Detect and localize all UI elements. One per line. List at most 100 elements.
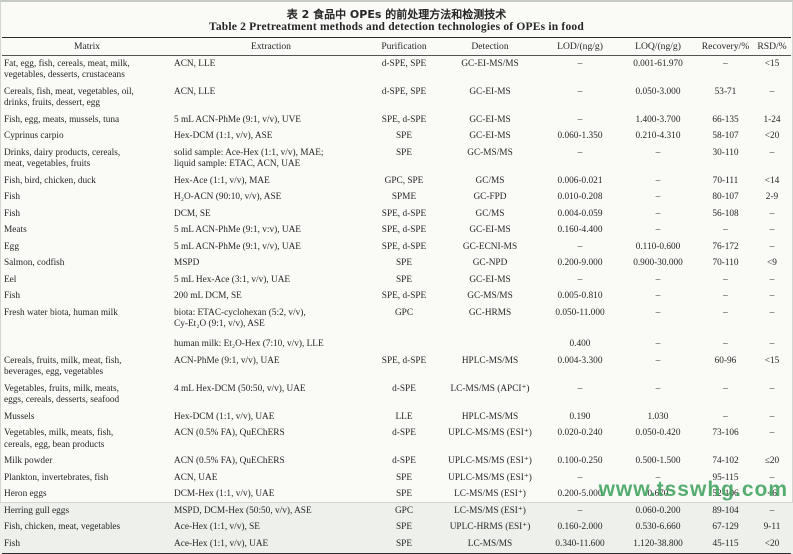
cell-purification: SPE — [395, 274, 413, 285]
cell-extraction: DCM-Hex (1:1, v/v), UAE — [174, 489, 275, 499]
cell-purification: SPE — [395, 147, 413, 158]
cell-purification: SPE — [395, 258, 413, 268]
cell-loq: – — [655, 307, 661, 318]
cell-recovery: – — [723, 339, 728, 349]
cell-purification: GPC — [394, 505, 414, 516]
cell-loq: 0.050-3.000 — [635, 86, 681, 97]
col-header-detection: Detection — [438, 37, 542, 56]
cell-loq: – — [655, 339, 661, 349]
cell-purification: GPC — [394, 307, 414, 318]
cell-extraction: MSPD — [174, 258, 200, 268]
col-header-rsd: RSD/% — [753, 37, 791, 56]
cell-matrix: Mussels — [4, 411, 35, 422]
cell-recovery: 66-135 — [712, 114, 739, 125]
cell-purification: GPC, SPE — [384, 175, 424, 186]
table-row: Mussels Hex-DCM (1:1, v/v), UAE LLE HPLC-MS… — [2, 409, 791, 426]
cell-lod: 0.050-11.000 — [555, 307, 605, 318]
cell-recovery: 95-115 — [712, 472, 739, 483]
cell-matrix: Heron eggs — [4, 489, 47, 499]
cell-extraction: ACN-PhMe (9:1, v/v), UAE — [174, 355, 280, 366]
cell-rsd: – — [769, 411, 775, 422]
cell-recovery: 67-129 — [712, 522, 739, 532]
cell-purification: SPE, d-SPE — [381, 208, 427, 219]
table-row: Fat, egg, fish, cereals, meat, milk, veg… — [2, 56, 791, 85]
table-row: Milk powder ACN (0.5% FA), QuEChERS d-SPE U… — [2, 454, 791, 471]
cell-rsd: – — [769, 86, 775, 97]
cell-detection: GC/MS — [475, 175, 505, 186]
cell-rsd: <9 — [767, 258, 777, 268]
cell-detection: HPLC-MS/MS — [461, 355, 519, 366]
cell-extraction: 4 mL Hex-DCM (50:50, v/v), UAE — [174, 383, 306, 394]
table-row: Cereals, fish, meat, vegetables, oil, dr… — [2, 84, 791, 112]
cell-extraction: Hex-DCM (1:1, v/v), UAE — [174, 411, 275, 422]
cell-purification: SPE — [395, 131, 413, 141]
cell-extraction: ACN, UAE — [174, 472, 218, 483]
cell-lod: – — [577, 147, 583, 158]
col-header-recovery: Recovery/% — [698, 37, 753, 56]
table-row: Fish, egg, meats, mussels, tuna 5 mL ACN-… — [2, 112, 791, 129]
cell-loq: 0.060-0.200 — [635, 505, 681, 516]
cell-loq: 0.050-0.420 — [635, 428, 681, 438]
cell-detection: GC-NPD — [472, 258, 508, 268]
cell-lod: 0.004-3.300 — [557, 355, 603, 366]
cell-extraction: ACN (0.5% FA), QuEChERS — [174, 456, 285, 466]
cell-detection — [438, 333, 542, 353]
cell-extraction: Ace-Hex (1:1, v/v), UAE — [174, 538, 269, 549]
cell-detection: LC-MS/MS (ESI⁺) — [454, 505, 526, 516]
table-row: Eel 5 mL Hex-Ace (3:1, v/v), UAE SPE GC-EI-… — [2, 272, 791, 289]
cell-lod: 0.160-2.000 — [557, 522, 603, 532]
cell-matrix: Cyprinus carpio — [4, 131, 64, 141]
cell-loq: – — [655, 472, 661, 483]
cell-detection: GC-ECNI-MS — [462, 241, 518, 252]
cell-matrix: Fish, chicken, meat, vegetables — [4, 522, 121, 532]
cell-matrix: Meats — [4, 225, 27, 235]
cell-purification: d-SPE, SPE — [381, 58, 427, 69]
table-row: Plankton, invertebrates, fish ACN, UAE SPE… — [2, 470, 791, 487]
cell-rsd: – — [769, 208, 775, 219]
cell-extraction: MSPD, DCM-Hex (50:50, v/v), ASE — [174, 505, 312, 516]
cell-purification: d-SPE, SPE — [381, 86, 427, 97]
cell-rsd: – — [769, 307, 775, 318]
cell-extraction: 5 mL ACN-PhMe (9:1, v/v), UAE — [174, 241, 301, 252]
cell-rsd: ≤20 — [764, 456, 780, 466]
col-header-matrix: Matrix — [2, 37, 172, 56]
cell-detection: UPLC-MS/MS (ESI⁺) — [448, 456, 532, 466]
cell-recovery: – — [723, 411, 728, 422]
table-row: Fish H₂O-ACN (90:10, v/v), ASE SPME GC-FPD 0… — [2, 190, 791, 207]
cell-matrix: Cereals, fruits, milk, meat, fish, bever… — [4, 355, 122, 378]
cell-rsd: – — [769, 291, 775, 301]
cell-recovery: 70-111 — [712, 175, 739, 186]
cell-detection: GC-EI-MS — [469, 274, 511, 285]
cell-loq: – — [655, 192, 661, 202]
cell-detection: GC-EI-MS — [469, 225, 511, 235]
cell-purification: d-SPE — [392, 383, 416, 394]
cell-recovery: 45-115 — [712, 538, 739, 549]
cell-lod: 0.020-0.240 — [557, 428, 603, 438]
cell-matrix: Salmon, codfish — [4, 258, 65, 268]
col-header-loq: LOQ/(ng/g) — [618, 37, 698, 56]
cell-lod: 0.100-0.250 — [557, 456, 603, 466]
cell-matrix: Vegetables, fruits, milk, meats, eggs, c… — [4, 383, 120, 406]
cell-loq: 0.530-6.660 — [635, 522, 681, 532]
table-row: Fish DCM, SE SPE, d-SPE GC/MS 0.004-0.059 – 56… — [2, 206, 791, 223]
cell-recovery: 60-96 — [714, 355, 737, 366]
col-header-extraction: Extraction — [172, 37, 370, 56]
cell-purification: SPME — [391, 192, 417, 202]
cell-rsd: 9-11 — [763, 522, 781, 532]
cell-rsd: <20 — [764, 538, 780, 549]
cell-rsd: – — [769, 147, 775, 158]
cell-lod: – — [577, 241, 583, 252]
cell-extraction: solid sample: Ace-Hex (1:1, v/v), MAE; l… — [174, 147, 324, 170]
cell-rsd: – — [769, 383, 775, 394]
cell-lod: 0.060-1.350 — [557, 131, 603, 141]
cell-recovery: 74-102 — [712, 456, 739, 466]
cell-detection: UPLC-MS/MS (ESI⁺) — [448, 428, 532, 438]
cell-extraction: ACN (0.5% FA), QuEChERS — [174, 428, 285, 438]
cell-detection: LC-MS/MS (APCI⁺) — [450, 383, 530, 394]
table-row: Drinks, dairy products, cereals, meat, v… — [2, 145, 791, 173]
table-row: Egg 5 mL ACN-PhMe (9:1, v/v), UAE SPE, d-S… — [2, 239, 791, 256]
table-titles: 表 2 食品中 OPEs 的前处理方法和检测技术 Table 2 Pretrea… — [1, 2, 792, 34]
cell-loq: 1.030 — [647, 411, 669, 422]
cell-rsd: <15 — [764, 355, 780, 366]
